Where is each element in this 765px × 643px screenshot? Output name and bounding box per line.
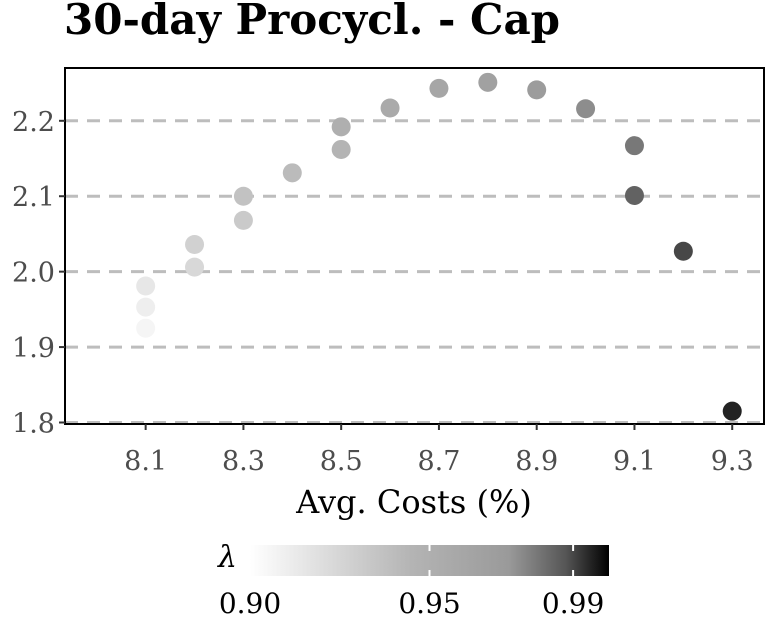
data-point bbox=[380, 98, 400, 118]
data-point bbox=[527, 80, 547, 100]
y-tick-label: 2.1 bbox=[12, 182, 55, 213]
legend-title: λ bbox=[217, 540, 237, 575]
data-point bbox=[233, 186, 253, 206]
x-tick-label: 8.5 bbox=[320, 446, 363, 477]
x-tick-label: 8.9 bbox=[515, 446, 558, 477]
data-point bbox=[331, 117, 351, 137]
legend-tick-label: 0.99 bbox=[542, 587, 604, 620]
x-axis: 8.1 8.3 8.5 8.7 8.9 9.1 9.3 bbox=[124, 424, 754, 477]
data-point bbox=[624, 136, 644, 156]
data-point bbox=[331, 139, 351, 159]
plot-panel-border bbox=[64, 67, 765, 425]
chart-title: 30-day Procycl. - Cap bbox=[64, 0, 560, 44]
data-point bbox=[673, 241, 693, 261]
legend-tick-label: 0.90 bbox=[219, 587, 281, 620]
data-point bbox=[429, 78, 449, 98]
x-axis-title: Avg. Costs (%) bbox=[295, 483, 532, 521]
data-point bbox=[136, 318, 156, 338]
data-point bbox=[185, 257, 205, 277]
x-tick-label: 8.7 bbox=[417, 446, 460, 477]
data-point bbox=[576, 99, 596, 119]
data-point bbox=[185, 234, 205, 254]
color-legend: λ 0.90 0.95 0.99 bbox=[217, 540, 609, 620]
data-point bbox=[136, 297, 156, 317]
data-points bbox=[136, 72, 742, 421]
y-tick-label: 2.2 bbox=[12, 107, 55, 138]
data-point bbox=[478, 72, 498, 92]
y-tick-label: 1.8 bbox=[12, 408, 55, 439]
x-tick-label: 9.1 bbox=[613, 446, 656, 477]
legend-ticks: 0.90 0.95 0.99 bbox=[219, 545, 604, 620]
y-tick-label: 2.0 bbox=[12, 258, 55, 289]
data-point bbox=[136, 276, 156, 296]
y-tick-label: 1.9 bbox=[12, 333, 55, 364]
legend-tick-label: 0.95 bbox=[398, 587, 460, 620]
grid-lines bbox=[65, 119, 764, 424]
data-point bbox=[233, 210, 253, 230]
data-point bbox=[624, 185, 644, 205]
x-tick-label: 8.3 bbox=[222, 446, 265, 477]
y-axis: 1.8 1.9 2.0 2.1 2.2 bbox=[12, 107, 65, 439]
x-tick-label: 9.3 bbox=[711, 446, 754, 477]
data-point bbox=[282, 163, 302, 183]
x-tick-label: 8.1 bbox=[124, 446, 167, 477]
data-point bbox=[722, 401, 742, 421]
